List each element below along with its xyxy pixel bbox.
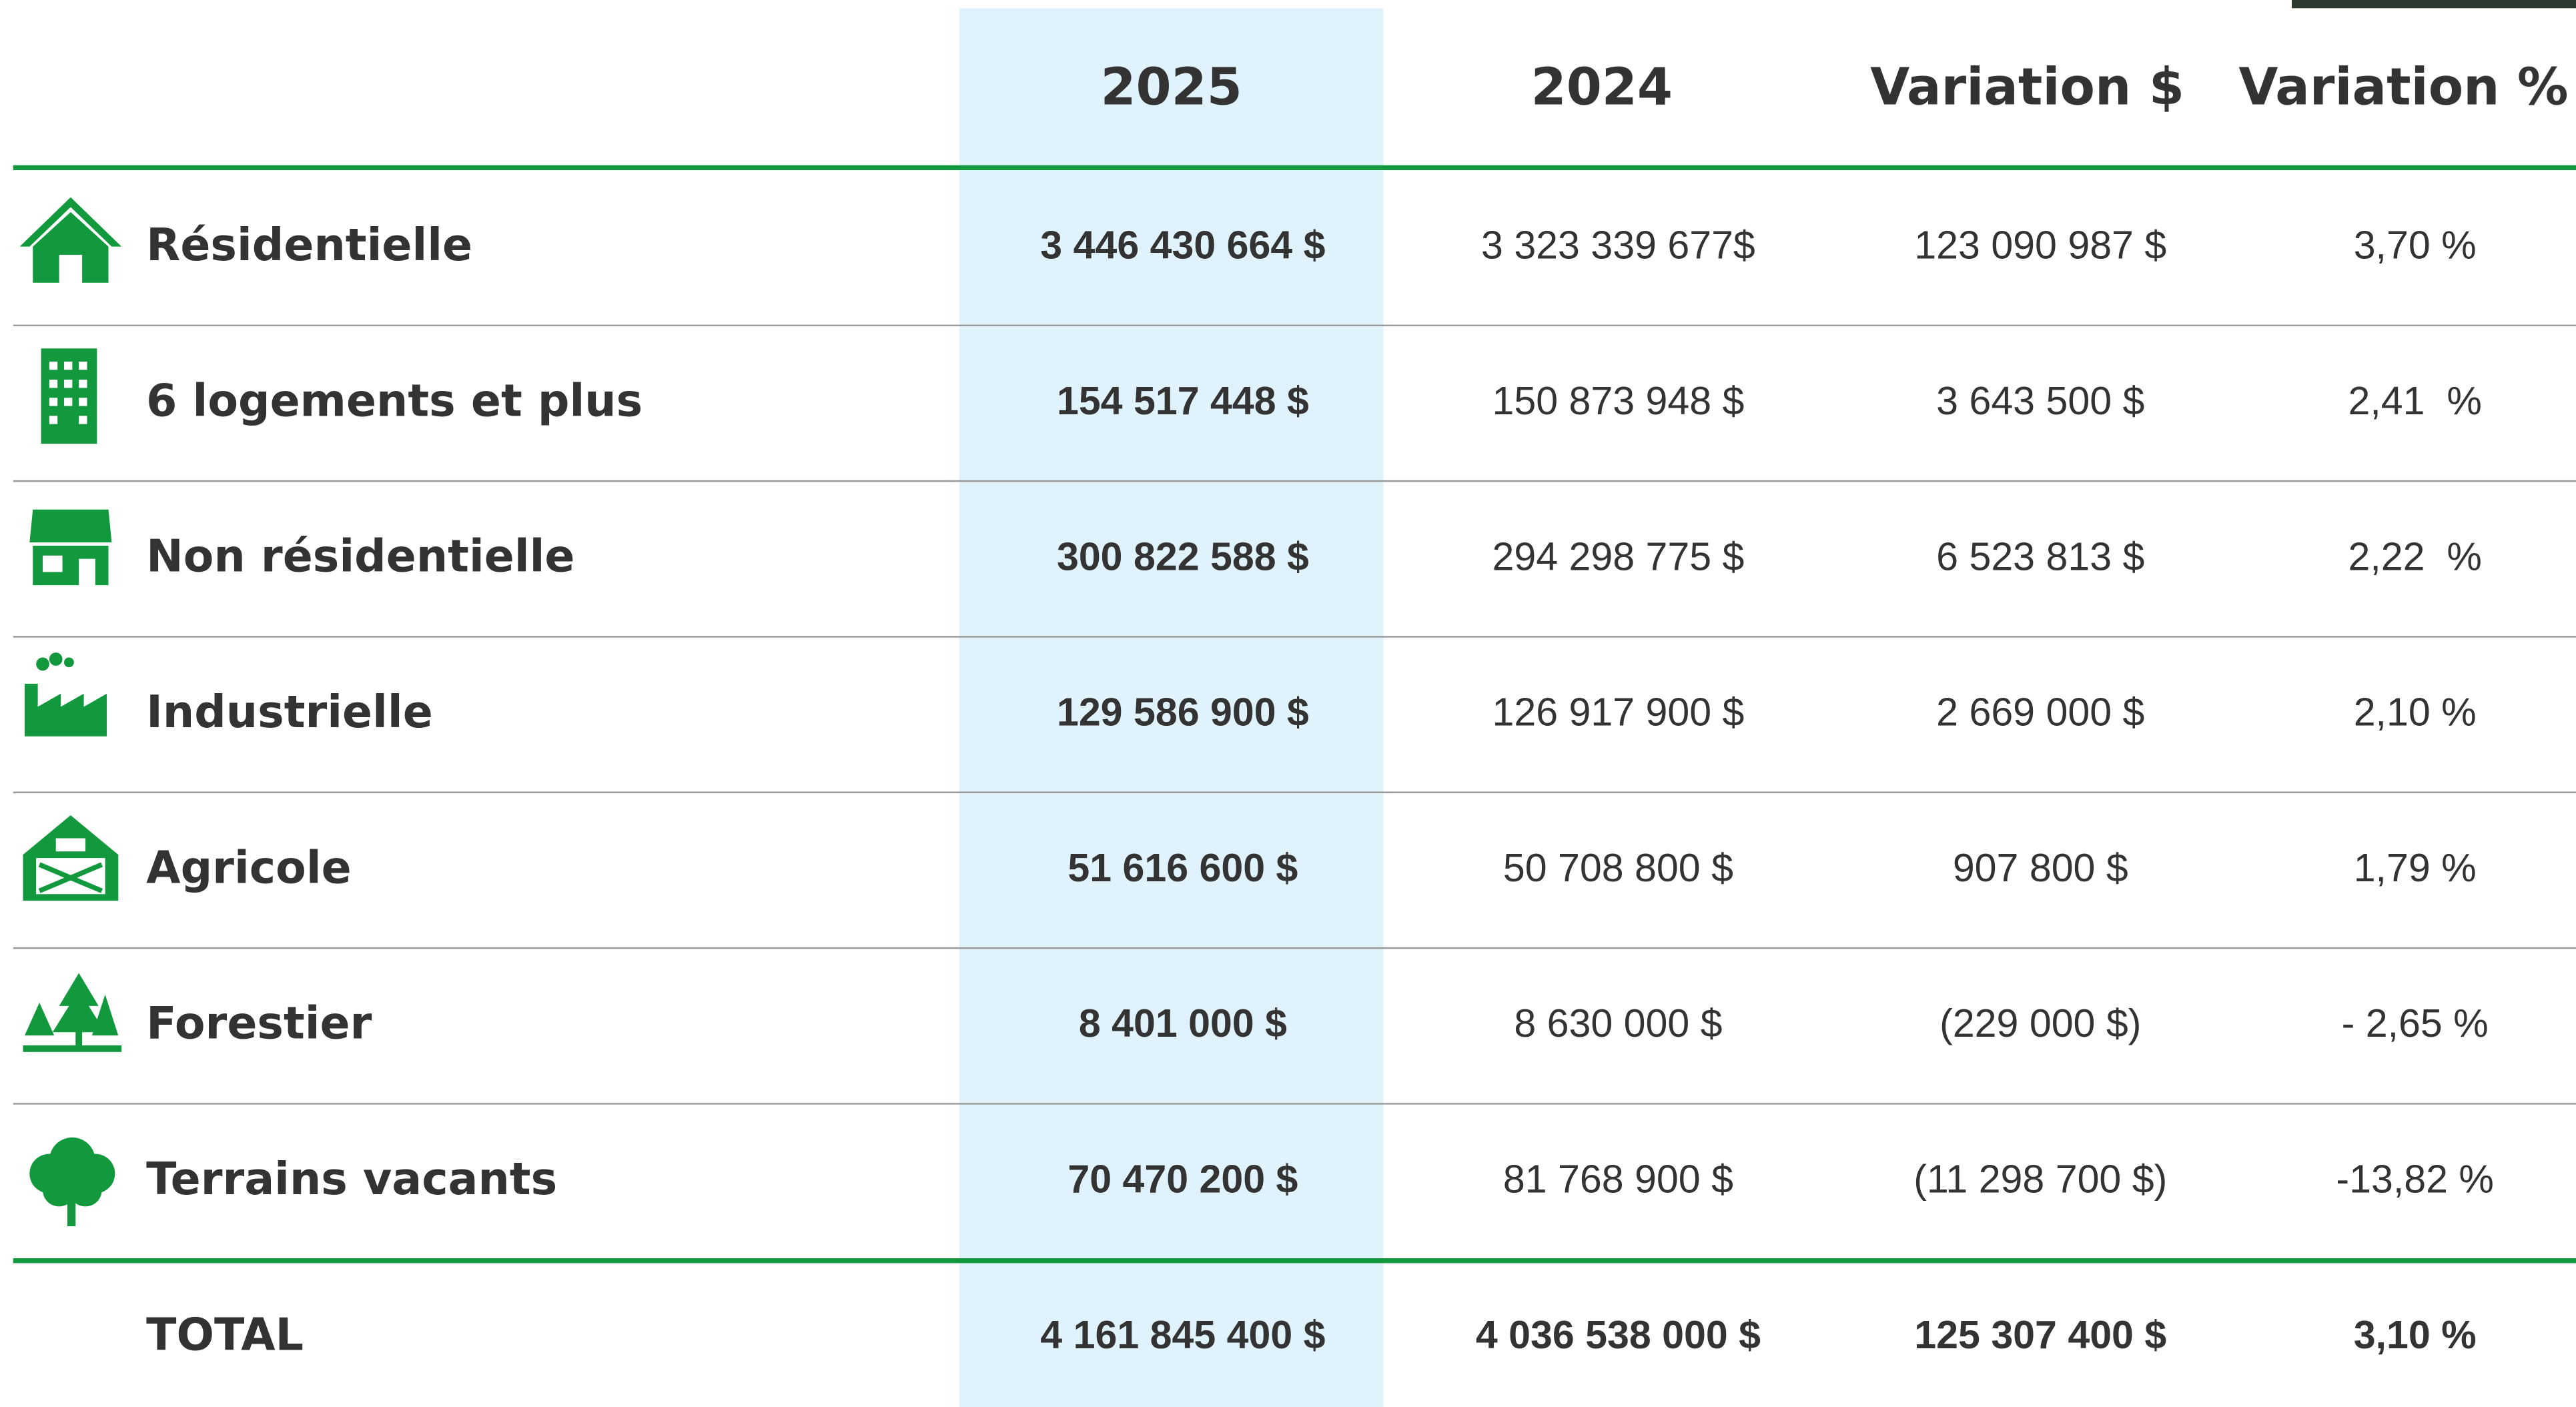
column-header: 2024 <box>1531 57 1673 117</box>
row-label: TOTAL <box>146 1309 304 1361</box>
cell: 6 523 813 $ <box>1936 534 2144 578</box>
row-label: 6 logements et plus <box>146 374 642 426</box>
row-label: Forestier <box>146 997 372 1049</box>
cell: 3,10 % <box>2354 1312 2477 1357</box>
column-header: Variation $ <box>1870 57 2184 117</box>
column-header: 2025 <box>1100 57 1242 117</box>
cell: 129 586 900 $ <box>1057 690 1309 735</box>
cell: 50 708 800 $ <box>1503 845 1733 890</box>
cell: 150 873 948 $ <box>1492 378 1744 423</box>
row-label: Industrielle <box>146 686 433 738</box>
cell: 3 643 500 $ <box>1936 378 2144 423</box>
cell: (11 298 700 $) <box>1913 1157 2167 1202</box>
cell: 81 768 900 $ <box>1503 1157 1733 1202</box>
icon-store <box>29 509 112 586</box>
column-header: Variation % <box>2238 57 2568 117</box>
icon-barn <box>23 815 119 901</box>
cell: 126 917 900 $ <box>1492 690 1744 735</box>
cell: 8 401 000 $ <box>1079 1001 1287 1045</box>
photo-edge <box>2292 0 2576 9</box>
cell: 4 161 845 400 $ <box>1040 1312 1325 1357</box>
cell: - 2,65 % <box>2342 1001 2489 1045</box>
cell: 3 323 339 677$ <box>1481 223 1755 268</box>
cell: 2 669 000 $ <box>1936 690 2144 735</box>
icon-trees <box>23 973 122 1052</box>
icon-building <box>41 348 97 444</box>
icon-tree <box>29 1137 115 1226</box>
row-label: Non résidentielle <box>146 530 574 582</box>
cell: 907 800 $ <box>1953 845 2128 890</box>
cell: 70 470 200 $ <box>1067 1157 1298 1202</box>
icon-house <box>19 197 122 283</box>
cell: -13,82 % <box>2336 1157 2494 1202</box>
cell: 4 036 538 000 $ <box>1476 1312 1761 1357</box>
cell: 2,10 % <box>2354 690 2477 735</box>
cell: 123 090 987 $ <box>1914 223 2166 268</box>
cell: 1,79 % <box>2354 845 2477 890</box>
row-label: Agricole <box>146 841 352 893</box>
cell: 125 307 400 $ <box>1914 1312 2166 1357</box>
cell: 294 298 775 $ <box>1492 534 1744 578</box>
cell: 3,70 % <box>2354 223 2477 268</box>
cell: 3 446 430 664 $ <box>1040 223 1325 268</box>
icon-factory <box>24 652 115 737</box>
row-label: Résidentielle <box>146 219 472 271</box>
cell: (229 000 $) <box>1940 1001 2141 1045</box>
cell: 2,41 % <box>2348 378 2481 423</box>
cell: 8 630 000 $ <box>1514 1001 1722 1045</box>
cell: 300 822 588 $ <box>1057 534 1309 578</box>
row-label: Terrains vacants <box>146 1153 557 1205</box>
cell: 154 517 448 $ <box>1057 378 1309 423</box>
cell: 2,22 % <box>2348 534 2481 578</box>
cell: 51 616 600 $ <box>1067 845 1298 890</box>
highlight-column <box>959 8 1384 1407</box>
